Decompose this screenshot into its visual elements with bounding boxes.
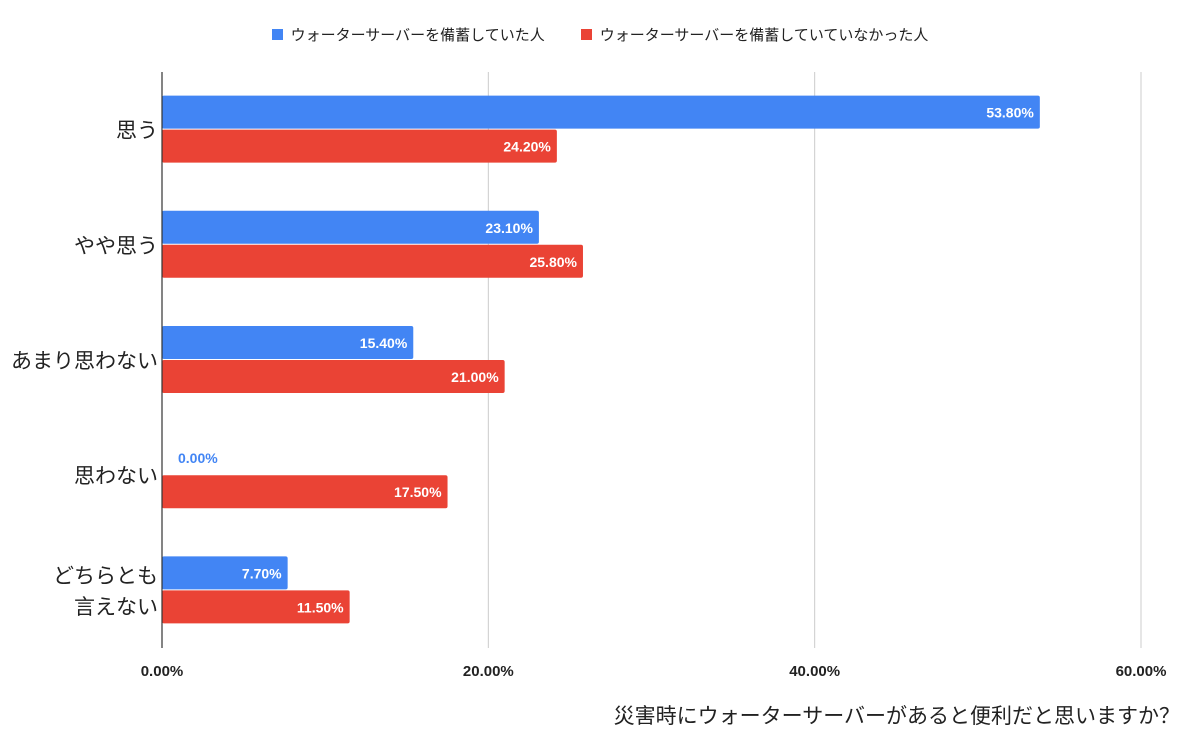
legend-label-series-1: ウォーターサーバーを備蓄していた人: [290, 26, 545, 44]
bar: [162, 556, 288, 590]
data-label: 7.70%: [242, 565, 282, 581]
category-label: 思う: [116, 119, 158, 143]
bar: [162, 326, 414, 359]
legend-item-series-1: ウォーターサーバーを備蓄していた人: [271, 24, 545, 45]
legend-swatch-series-1: [271, 29, 283, 40]
legend-swatch-series-2: [580, 29, 592, 40]
x-tick-label: 20.00%: [463, 663, 514, 680]
x-tick-label: 0.00%: [141, 663, 184, 680]
data-label: 0.00%: [178, 450, 218, 466]
legend: ウォーターサーバーを備蓄していた人 ウォーターサーバーを備蓄していていなかった人: [0, 24, 1200, 45]
legend-label-series-2: ウォーターサーバーを備蓄していていなかった人: [599, 26, 929, 44]
bar: [162, 95, 1040, 129]
x-tick-label: 60.00%: [1116, 663, 1167, 680]
data-label: 15.40%: [360, 335, 408, 351]
legend-item-series-2: ウォーターサーバーを備蓄していていなかった人: [580, 24, 929, 45]
bar: [162, 475, 448, 509]
category-label: 思わない: [74, 464, 158, 488]
data-label: 24.20%: [503, 139, 551, 155]
data-label: 23.10%: [485, 220, 533, 236]
category-label: あまり思わない: [11, 349, 158, 373]
data-label: 17.50%: [394, 484, 442, 500]
category-label: どちらとも: [53, 564, 158, 588]
data-label: 21.00%: [451, 369, 499, 385]
category-label: 言えない: [74, 595, 158, 619]
bar: [162, 210, 539, 244]
data-label: 11.50%: [297, 599, 344, 615]
data-label: 53.80%: [986, 105, 1034, 121]
bar: [162, 244, 583, 278]
x-axis-title: 災害時にウォーターサーバーがあると便利だと思いますか？: [613, 704, 1180, 728]
bar: [162, 590, 350, 624]
x-tick-label: 40.00%: [789, 663, 840, 680]
bar: [162, 360, 505, 393]
category-label: やや思う: [74, 234, 158, 258]
data-label: 25.80%: [529, 254, 577, 270]
bar: [162, 129, 557, 163]
